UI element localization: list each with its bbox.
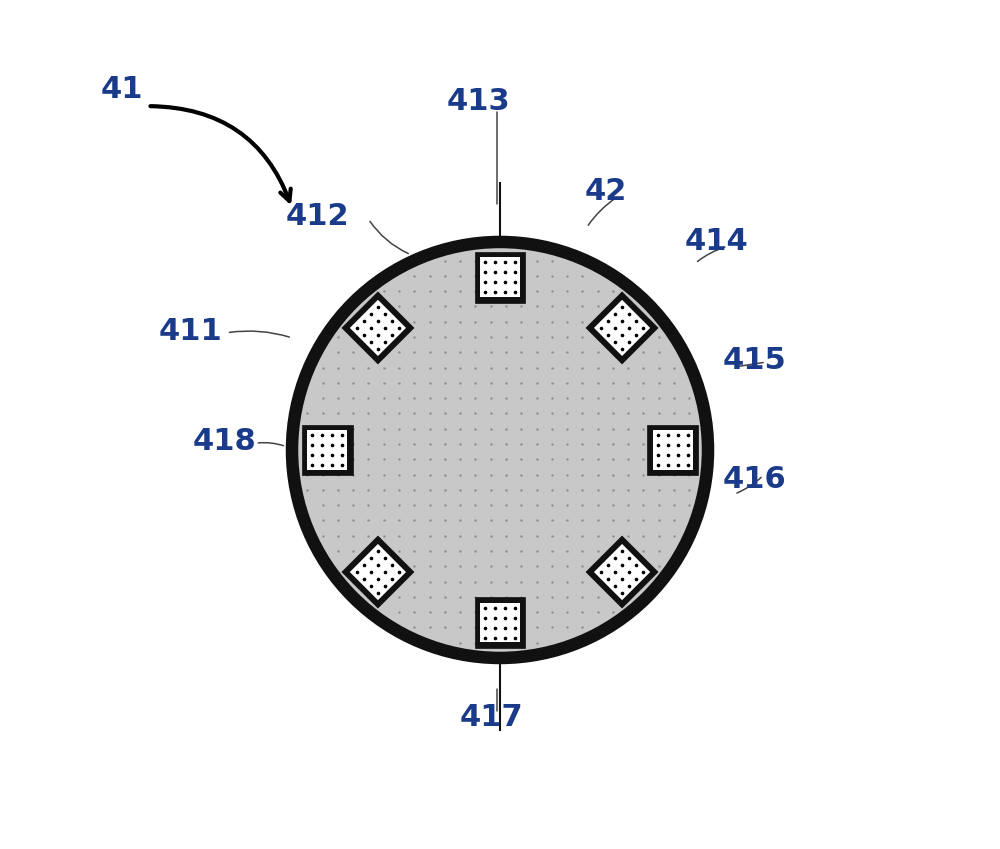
Polygon shape [475,597,525,648]
Circle shape [292,242,708,658]
Text: 414: 414 [685,228,748,256]
Polygon shape [302,424,353,475]
Polygon shape [350,300,406,356]
Polygon shape [586,536,658,608]
Text: 412: 412 [286,202,349,231]
Polygon shape [586,292,658,364]
FancyArrowPatch shape [150,106,291,201]
Text: 413: 413 [447,87,511,116]
Text: 41: 41 [101,75,143,104]
Polygon shape [475,252,525,303]
Polygon shape [647,424,698,475]
Text: 411: 411 [158,317,222,346]
Polygon shape [307,430,347,469]
Polygon shape [594,300,650,356]
Polygon shape [653,430,693,469]
Text: 416: 416 [723,465,787,494]
Polygon shape [480,257,520,297]
Text: 417: 417 [460,703,523,732]
Polygon shape [594,544,650,600]
Text: 418: 418 [192,427,256,456]
Polygon shape [342,536,414,608]
Polygon shape [480,603,520,643]
Polygon shape [342,292,414,364]
Text: 42: 42 [585,177,627,205]
Polygon shape [350,544,406,600]
Text: 415: 415 [723,346,787,375]
